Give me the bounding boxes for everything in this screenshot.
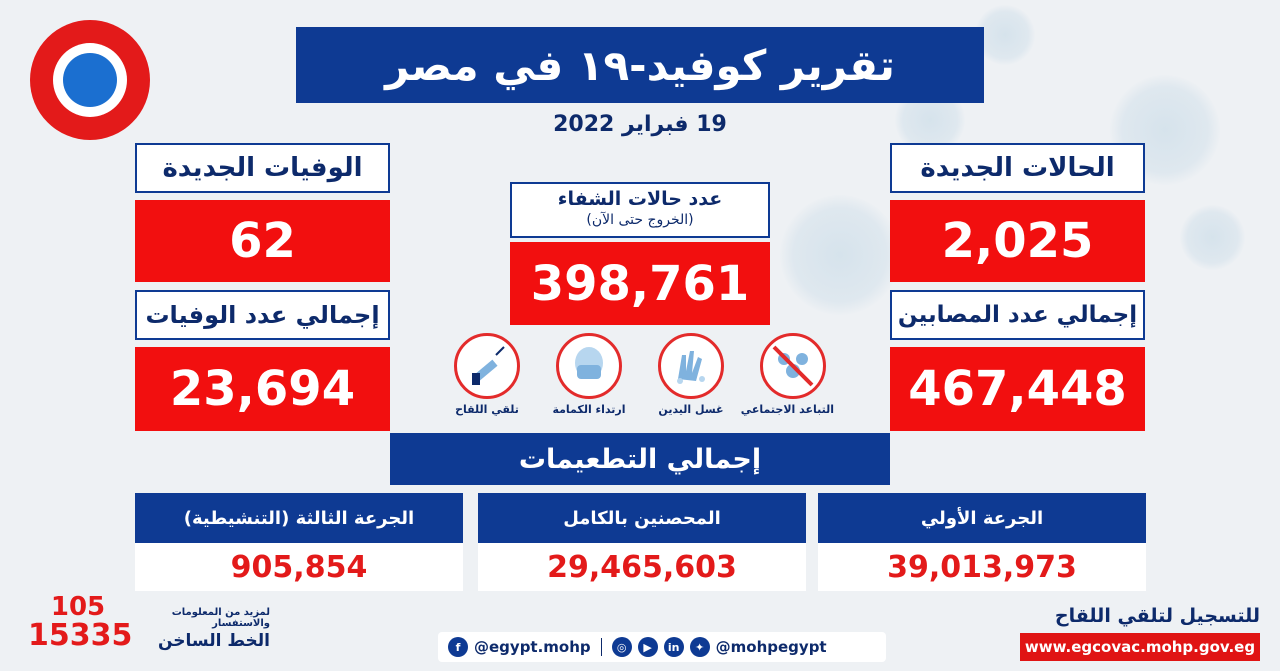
hotline-number-2: 15335	[28, 618, 133, 653]
recovered-sublabel: (الخروج حتى الآن)	[586, 212, 694, 228]
precaution-label: التباعد الاجتماعي	[740, 403, 834, 416]
precaution-vaccine: تلقي اللقاح	[446, 333, 528, 416]
precaution-face-mask: ارتداء الكمامة	[548, 333, 630, 416]
total-cases-label: إجمالي عدد المصابين	[890, 290, 1145, 340]
new-cases-label: الحالات الجديدة	[890, 143, 1145, 193]
ministry-logo	[30, 20, 150, 140]
booster-dose-label: الجرعة الثالثة (التنشيطية)	[135, 493, 463, 543]
total-cases-value: 467,448	[890, 347, 1145, 431]
instagram-icon[interactable]: ◎	[611, 637, 632, 657]
precaution-social-distancing: التباعد الاجتماعي	[740, 333, 834, 416]
fully-vaccinated-label: المحصنين بالكامل	[478, 493, 806, 543]
new-deaths-label: الوفيات الجديدة	[135, 143, 390, 193]
report-date: 19 فبراير 2022	[553, 112, 727, 137]
first-dose-label: الجرعة الأولي	[818, 493, 1146, 543]
social-distancing-icon	[760, 333, 826, 399]
registration-website-link[interactable]: www.egcovac.mohp.gov.eg	[1020, 633, 1260, 661]
first-dose-value: 39,013,973	[818, 543, 1146, 591]
twitter-icon[interactable]: ✦	[689, 637, 710, 657]
hotline-small-text: لمزيد من المعلومات والاستفسار	[171, 607, 270, 629]
hotline-text: لمزيد من المعلومات والاستفسار الخط الساخ…	[130, 607, 270, 651]
recovered-label: عدد حالات الشفاء	[557, 188, 723, 210]
register-label: للتسجيل لتلقي اللقاح	[1054, 605, 1260, 627]
hotline-numbers: 105 15335	[28, 592, 133, 653]
booster-dose-value: 905,854	[135, 543, 463, 591]
vaccinations-title: إجمالي التطعيمات	[390, 433, 890, 485]
report-title: تقرير كوفيد-١٩ في مصر	[296, 27, 984, 103]
linkedin-icon[interactable]: in	[663, 637, 684, 657]
face-mask-icon	[556, 333, 622, 399]
new-cases-value: 2,025	[890, 200, 1145, 282]
social-handle-others[interactable]: @mohpegypt	[715, 638, 827, 656]
precautions-row: التباعد الاجتماعي غسل اليدين ارتداء الكم…	[440, 333, 850, 428]
hand-washing-icon	[658, 333, 724, 399]
total-deaths-value: 23,694	[135, 347, 390, 431]
new-deaths-value: 62	[135, 200, 390, 282]
background-virus-icon	[780, 195, 900, 315]
background-virus-icon	[1180, 205, 1245, 270]
precaution-label: غسل اليدين	[658, 403, 724, 416]
hotline-number-1: 105	[50, 592, 106, 622]
divider	[600, 638, 602, 656]
fully-vaccinated-value: 29,465,603	[478, 543, 806, 591]
social-handle-facebook[interactable]: @egypt.mohp	[474, 638, 591, 656]
social-media-bar: f @egypt.mohp ◎ ▶ in ✦ @mohpegypt	[438, 632, 886, 662]
precaution-hand-washing: غسل اليدين	[650, 333, 732, 416]
precaution-label: ارتداء الكمامة	[552, 403, 626, 416]
background-virus-icon	[975, 5, 1035, 65]
recovered-label-box: عدد حالات الشفاء (الخروج حتى الآن)	[510, 182, 770, 238]
vaccine-syringe-icon	[454, 333, 520, 399]
hotline-label: الخط الساخن	[157, 631, 270, 651]
youtube-icon[interactable]: ▶	[637, 637, 658, 657]
recovered-value: 398,761	[510, 242, 770, 325]
facebook-icon[interactable]: f	[448, 637, 468, 657]
precaution-label: تلقي اللقاح	[455, 403, 519, 416]
total-deaths-label: إجمالي عدد الوفيات	[135, 290, 390, 340]
